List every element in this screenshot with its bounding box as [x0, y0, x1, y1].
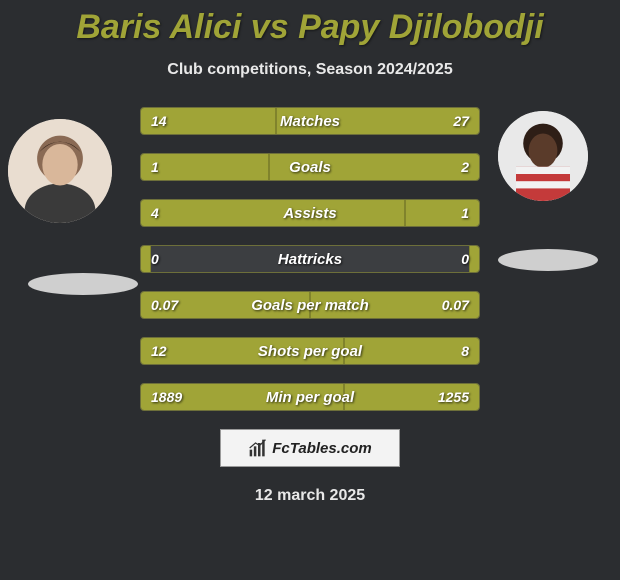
stat-row: Min per goal18891255	[140, 383, 480, 411]
date: 12 march 2025	[0, 487, 620, 505]
player-right-shadow	[498, 249, 598, 271]
player-left-shadow	[28, 273, 138, 295]
logo-box[interactable]: FcTables.com	[220, 429, 400, 467]
stat-value-left: 14	[141, 108, 177, 134]
stat-value-left: 0	[141, 246, 169, 272]
stat-row: Goals per match0.07 0.07	[140, 291, 480, 319]
stat-value-left: 1889	[141, 384, 192, 410]
stat-value-left: 4	[141, 200, 169, 226]
stat-row: Assists4 1	[140, 199, 480, 227]
stat-value-right: 1	[451, 200, 479, 226]
stat-label: Shots per goal	[141, 338, 479, 364]
subtitle: Club competitions, Season 2024/2025	[0, 61, 620, 79]
stat-label: Goals	[141, 154, 479, 180]
stat-label: Matches	[141, 108, 479, 134]
stat-value-right: 1255	[428, 384, 479, 410]
stat-bars: Matches1427Goals12Assists41Hattricks00Go…	[140, 101, 480, 411]
stat-label: Hattricks	[141, 246, 479, 272]
stat-value-right: 8	[451, 338, 479, 364]
stat-value-left: 12	[141, 338, 177, 364]
logo-text: FcTables.com	[272, 440, 371, 457]
stat-row: Goals1 2	[140, 153, 480, 181]
stat-value-left: 1	[141, 154, 169, 180]
avatar-placeholder-icon	[498, 111, 588, 201]
stat-row: Hattricks0 0	[140, 245, 480, 273]
player-left-avatar	[8, 119, 112, 223]
stat-value-right: 0	[451, 246, 479, 272]
avatar-placeholder-icon	[8, 119, 112, 223]
comparison-stage: Matches1427Goals12Assists41Hattricks00Go…	[0, 101, 620, 411]
stat-value-right: 0.07	[432, 292, 479, 318]
stat-value-right: 27	[443, 108, 479, 134]
player-right-avatar	[498, 111, 588, 201]
stat-row: Shots per goal12 8	[140, 337, 480, 365]
stat-value-right: 2	[451, 154, 479, 180]
page-title: Baris Alici vs Papy Djilobodji	[0, 0, 620, 47]
stat-row: Matches14 27	[140, 107, 480, 135]
stat-label: Assists	[141, 200, 479, 226]
stat-label: Goals per match	[141, 292, 479, 318]
stat-value-left: 0.07	[141, 292, 188, 318]
chart-icon	[248, 438, 268, 458]
